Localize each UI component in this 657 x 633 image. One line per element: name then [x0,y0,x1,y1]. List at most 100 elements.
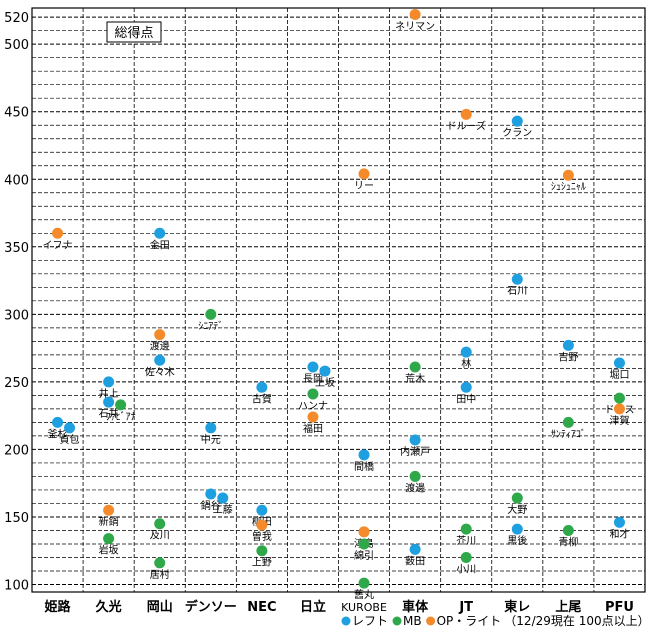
data-point-label: 荒木 [405,373,425,385]
data-point [256,504,268,516]
data-point [64,422,76,434]
data-point-label: 津賀 [609,415,629,427]
data-point-label: 金田 [150,238,170,251]
data-point [409,361,421,373]
data-point-label: 釜杉 [48,427,68,440]
x-tick-label: 車体 [402,599,429,615]
data-point-label: 居村 [150,568,170,581]
data-point [460,523,472,535]
data-point [307,361,319,373]
x-tick-label: 東レ [504,599,530,615]
data-point [562,416,574,428]
x-tick-label: JT [458,600,473,615]
x-tick-label: 姫路 [45,599,72,615]
data-point-label: ｼﾆｱﾃﾞ [198,320,223,332]
y-tick-label: 520 [4,11,29,26]
data-point-label: 曽我 [252,530,272,543]
data-point [154,354,166,366]
legend-marker [392,616,402,626]
x-tick-label: 日立 [300,599,326,615]
data-point [256,381,268,393]
data-point [613,403,625,415]
x-tick-label: 久光 [96,599,122,615]
data-point-label: ドルーズ [446,119,486,132]
legend-label: OP・ライト [437,614,502,628]
x-tick-label: デンソー [185,599,237,615]
data-point [103,533,115,545]
data-point [358,538,370,550]
data-point-label: 芥川 [456,535,476,547]
data-point-label: 長岡 [303,373,323,385]
data-point-label: 大野 [507,503,527,516]
data-point-label: 吉野 [558,351,578,363]
data-point-label: 黒後 [507,534,527,547]
data-point-label: 鍋谷 [201,499,221,512]
y-tick-label: 300 [4,308,29,323]
data-point [409,434,421,446]
data-point [358,168,370,180]
x-tick-label: NEC [247,600,276,615]
data-point-label: 及川 [150,530,170,542]
y-axis-ticks: 100 150 200 250 300 350 400 450 500 520 [4,11,29,593]
legend-marker [426,616,436,626]
data-point-label: 上野 [252,557,272,569]
data-point [256,545,268,557]
legend-marker [341,616,351,626]
data-point-label: 薮田 [405,555,425,567]
data-point [613,516,625,528]
data-point-label: 和才 [609,527,629,540]
data-point [154,557,166,569]
y-tick-label: 150 [4,511,29,526]
y-tick-label: 400 [4,173,29,188]
x-tick-label: KUROBE [341,601,387,614]
x-axis-ticks: 姫路 久光 岡山 デンソー NEC 日立 KUROBE 車体 JT 東レ 上尾 PFU [45,599,634,615]
x-tick-label: PFU [605,600,634,615]
data-point [307,411,319,423]
data-point [319,365,331,377]
data-point [460,551,472,563]
data-point [460,108,472,120]
data-point-label: 石井 [99,407,119,420]
data-point-label: 堀口 [609,369,629,381]
data-point [205,422,217,434]
data-point-label: リー [354,181,374,192]
data-point-label: ﾌｧﾋﾞｱﾅ [106,411,136,423]
data-point [154,329,166,341]
legend-label: レフト [352,614,388,628]
data-point [358,526,370,538]
data-point-label: 古賀 [252,392,272,405]
data-point-label: 田中 [456,392,476,405]
data-point-label: 渡邊 [405,481,425,494]
data-point [511,273,523,285]
chart-title-box: 総得点 [106,21,162,43]
data-points: イフナ釜杉貞包井上石井ﾌｧﾋﾞｱﾅ新鍋岩坂金田渡邊佐々木及川居村ｼﾆｱﾃﾞ中元鍋… [43,8,634,601]
y-tick-label: 100 [4,579,29,594]
data-point-label: 新鍋 [99,515,119,528]
data-point [358,577,370,589]
data-point [562,339,574,351]
data-point [460,381,472,393]
data-point-label: 青柳 [558,535,578,548]
data-point-label: 中元 [201,433,221,446]
data-point [511,115,523,127]
data-point [103,376,115,388]
data-point-label: ハンナ [298,400,328,412]
legend-label: MB [403,614,422,628]
data-point [115,399,127,411]
legend: レフト MB OP・ライト （12/29現在 100点以上） [341,614,650,628]
y-tick-label: 350 [4,241,29,256]
data-point [52,416,64,428]
footnote: （12/29現在 100点以上） [504,614,649,628]
data-point [613,357,625,369]
data-point-label: 工藤 [213,504,233,516]
data-point [52,227,64,239]
y-tick-label: 450 [4,106,29,121]
data-point-label: ｻﾝﾃｨｱｺﾞ [551,428,586,440]
data-point-label: 間橋 [354,460,374,473]
data-point [103,504,115,516]
data-point-label: 福田 [303,422,323,435]
data-point-label: ネリマン [395,20,435,32]
y-tick-label: 200 [4,443,29,458]
data-point [613,392,625,404]
